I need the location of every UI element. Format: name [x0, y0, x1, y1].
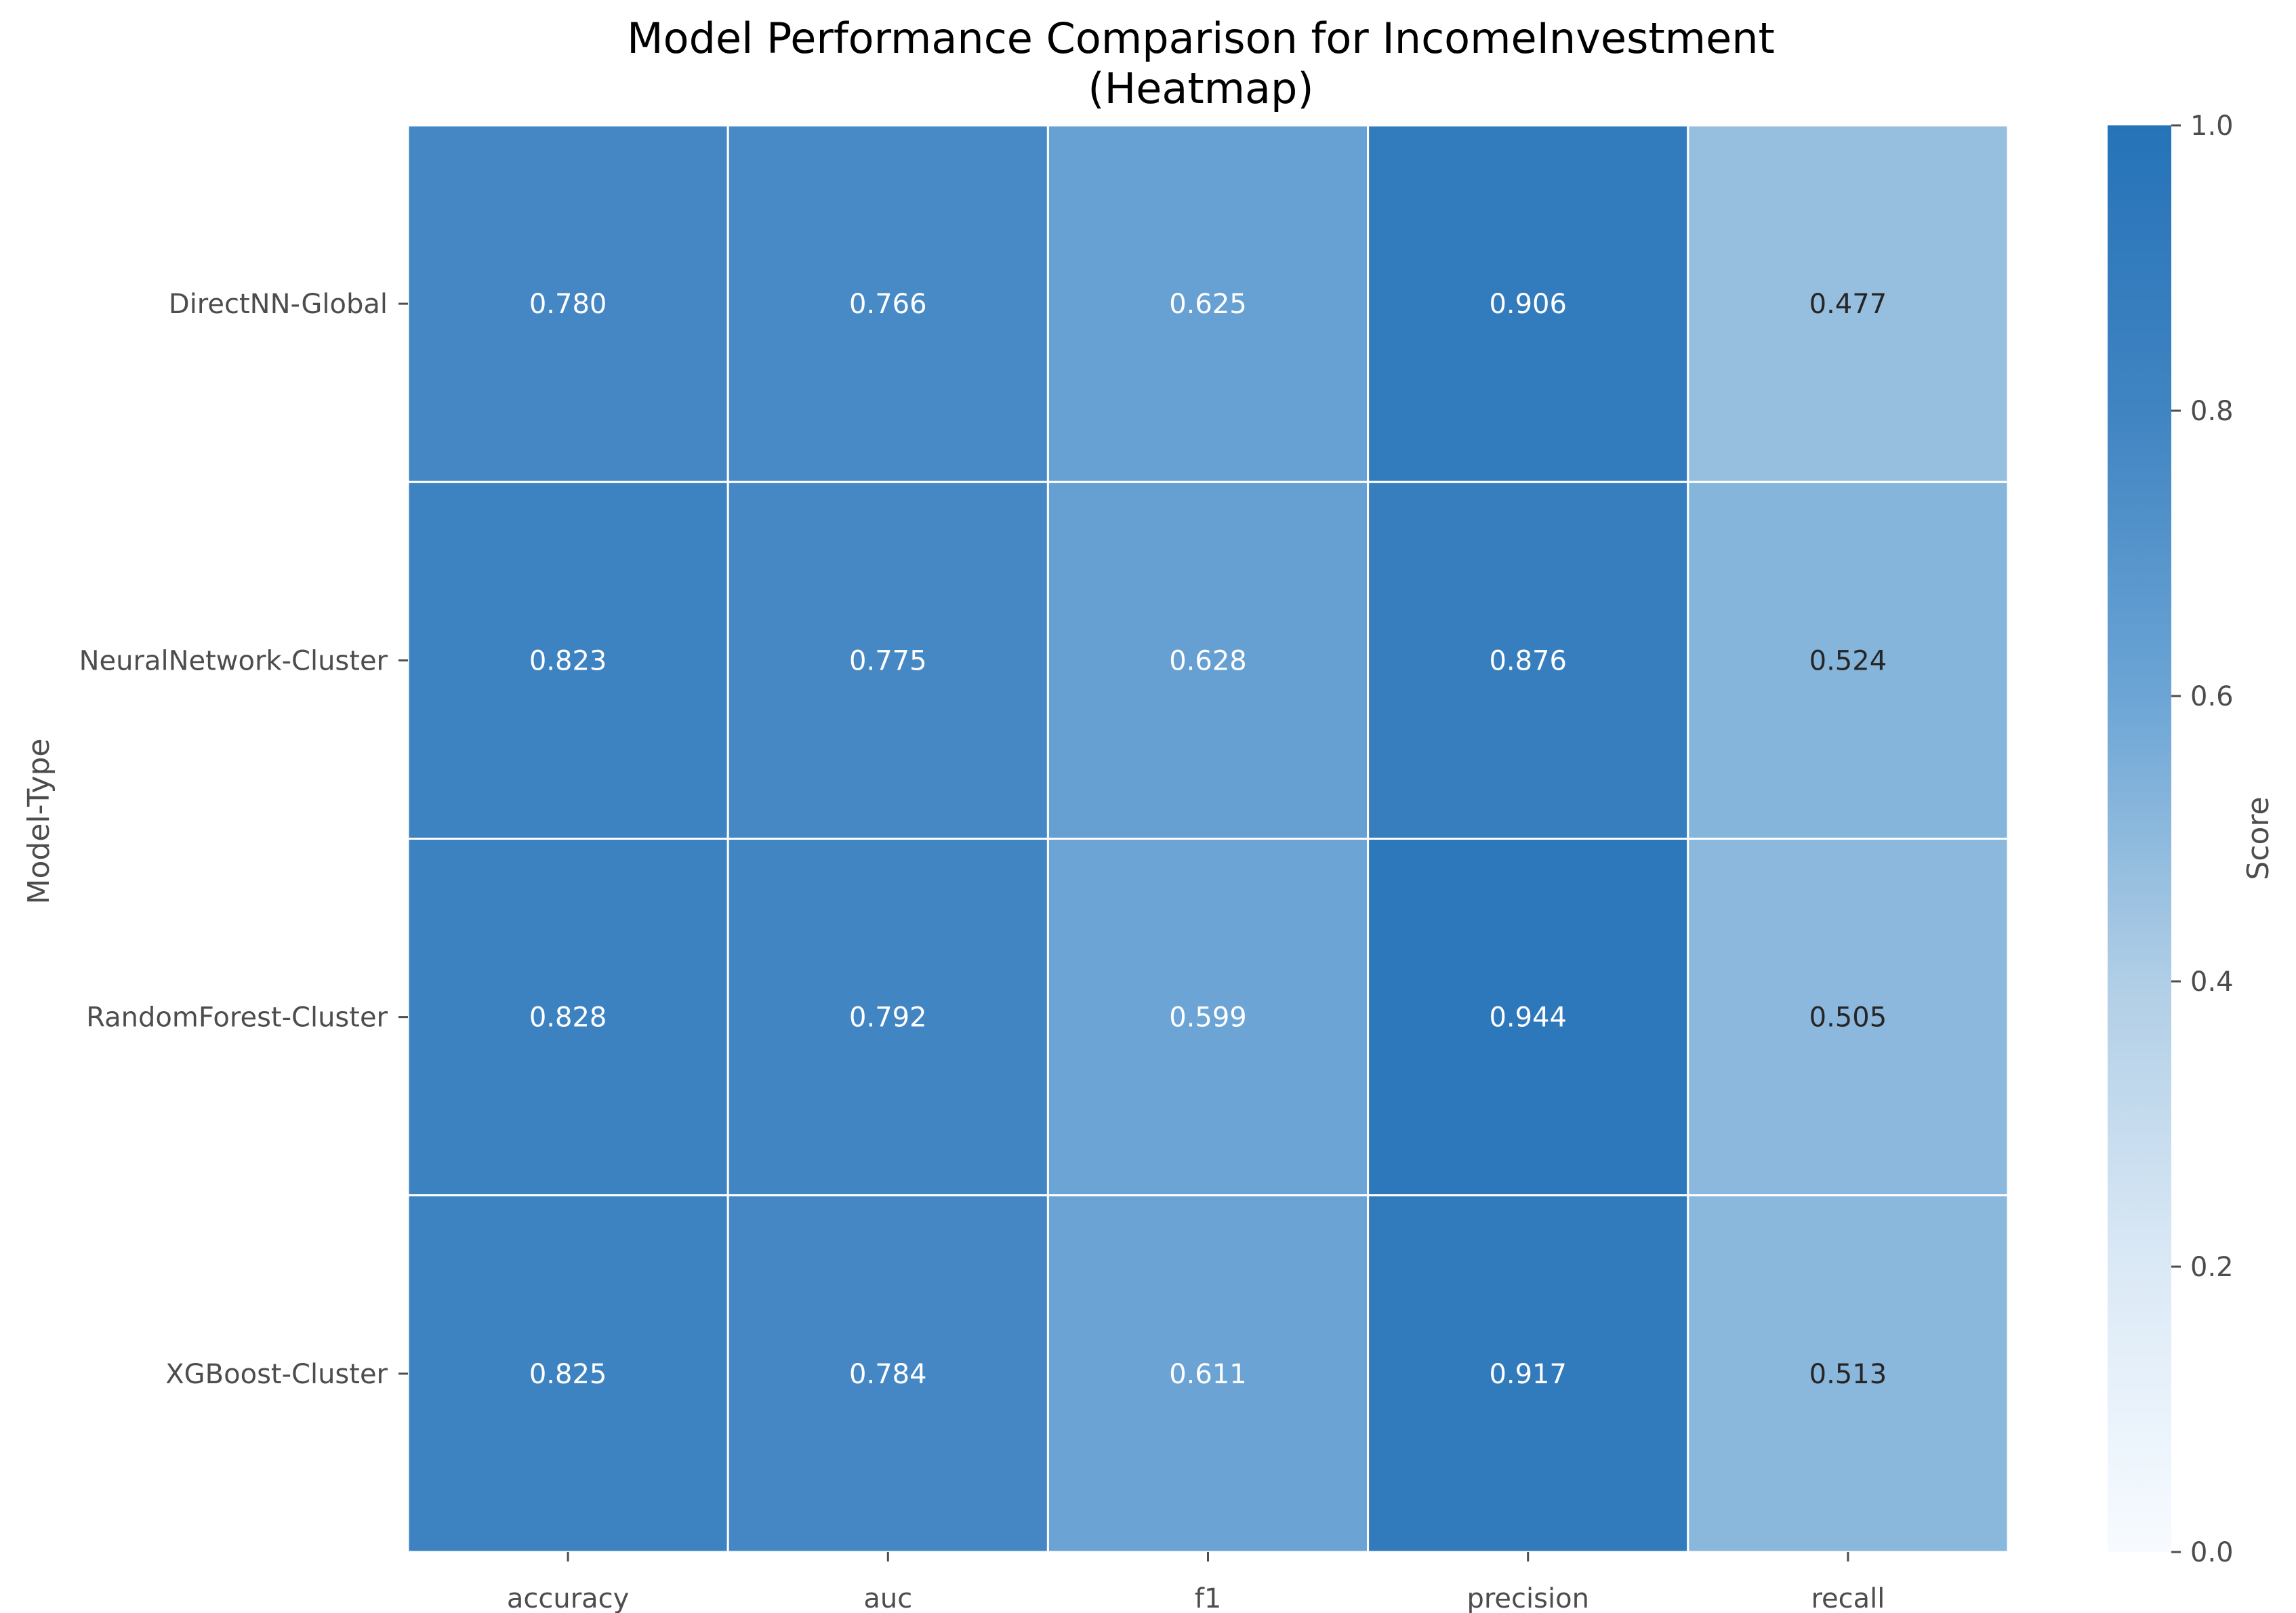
colorbar-tick-label: 0.6 — [2190, 681, 2234, 712]
x-tick-label: f1 — [1195, 1583, 1222, 1613]
heatmap-cell-NeuralNetwork-Cluster-f1 — [1046, 481, 1370, 840]
heatmap-cell-XGBoost-Cluster-precision — [1367, 1194, 1689, 1553]
colorbar-label: Score — [2241, 796, 2276, 880]
cell-value-label: 0.825 — [529, 1359, 607, 1390]
colorbar-tick-label: 0.8 — [2190, 396, 2234, 427]
colorbar-tick-label: 0.4 — [2190, 966, 2234, 998]
cell-value-label: 0.513 — [1809, 1359, 1887, 1390]
heatmap-cell-XGBoost-Cluster-recall — [1687, 1194, 2009, 1553]
chart-subtitle: (Heatmap) — [1088, 64, 1313, 113]
cell-value-label: 0.906 — [1489, 289, 1567, 320]
cell-value-label: 0.917 — [1489, 1359, 1567, 1390]
cell-value-label: 0.784 — [849, 1359, 927, 1390]
heatmap-cell-NeuralNetwork-Cluster-auc — [726, 481, 1049, 840]
heatmap-cell-DirectNN-Global-accuracy — [407, 124, 729, 483]
heatmap-cell-DirectNN-Global-precision — [1367, 124, 1689, 483]
colorbar-tick-label: 0.0 — [2190, 1537, 2234, 1568]
colorbar — [2108, 125, 2171, 1552]
cell-value-label: 0.505 — [1809, 1002, 1887, 1034]
cell-value-label: 0.611 — [1169, 1359, 1247, 1390]
cell-value-label: 0.780 — [529, 289, 607, 320]
heatmap-cell-DirectNN-Global-f1 — [1046, 124, 1370, 483]
heatmap-cell-XGBoost-Cluster-f1 — [1046, 1194, 1370, 1553]
cell-value-label: 0.524 — [1809, 645, 1887, 676]
cell-value-label: 0.766 — [849, 289, 927, 320]
x-axis: accuracy auc f1 precision recall — [507, 1552, 1885, 1613]
y-axis: DirectNN-Global NeuralNetwork-Cluster Rand… — [79, 289, 408, 1390]
cell-value-label: 0.828 — [529, 1002, 607, 1034]
y-tick-label: NeuralNetwork-Cluster — [79, 645, 388, 676]
heatmap-cell-labels: 0.780 0.766 0.625 0.906 0.477 0.823 0.775 0.628… — [529, 289, 1887, 1390]
colorbar-tick-label: 1.0 — [2190, 110, 2234, 142]
colorbar-ticks: 0.0 0.2 0.4 0.6 0.8 1.0 — [2171, 110, 2234, 1568]
x-tick-label: recall — [1811, 1583, 1885, 1613]
heatmap-cell-XGBoost-Cluster-auc — [726, 1194, 1049, 1553]
heatmap-cell-NeuralNetwork-Cluster-recall — [1687, 481, 2009, 840]
cell-value-label: 0.876 — [1489, 645, 1567, 676]
heatmap-cell-DirectNN-Global-auc — [726, 124, 1049, 483]
heatmap-cell-RandomForest-Cluster-f1 — [1046, 838, 1370, 1197]
heatmap-cells — [407, 124, 2009, 1553]
heatmap-cell-RandomForest-Cluster-recall — [1687, 838, 2009, 1197]
cell-value-label: 0.775 — [849, 645, 927, 676]
y-tick-label: DirectNN-Global — [169, 289, 388, 320]
y-tick-label: XGBoost-Cluster — [165, 1359, 388, 1390]
heatmap-cell-DirectNN-Global-recall — [1687, 124, 2009, 483]
x-tick-label: accuracy — [507, 1583, 629, 1613]
cell-value-label: 0.792 — [849, 1002, 927, 1034]
colorbar-tick-label: 0.2 — [2190, 1252, 2234, 1283]
cell-value-label: 0.823 — [529, 645, 607, 676]
heatmap-cell-RandomForest-Cluster-precision — [1367, 838, 1689, 1197]
y-tick-label: RandomForest-Cluster — [86, 1002, 388, 1034]
chart-title: Model Performance Comparison for IncomeI… — [627, 14, 1775, 63]
cell-value-label: 0.599 — [1169, 1002, 1247, 1034]
x-tick-label: precision — [1467, 1583, 1588, 1613]
cell-value-label: 0.477 — [1809, 289, 1887, 320]
cell-value-label: 0.628 — [1169, 645, 1247, 676]
heatmap-cell-RandomForest-Cluster-auc — [726, 838, 1049, 1197]
y-axis-label: Model-Type — [22, 738, 56, 904]
cell-value-label: 0.944 — [1489, 1002, 1567, 1034]
x-tick-label: auc — [863, 1583, 912, 1613]
heatmap-cell-NeuralNetwork-Cluster-accuracy — [407, 481, 729, 840]
cell-value-label: 0.625 — [1169, 289, 1247, 320]
